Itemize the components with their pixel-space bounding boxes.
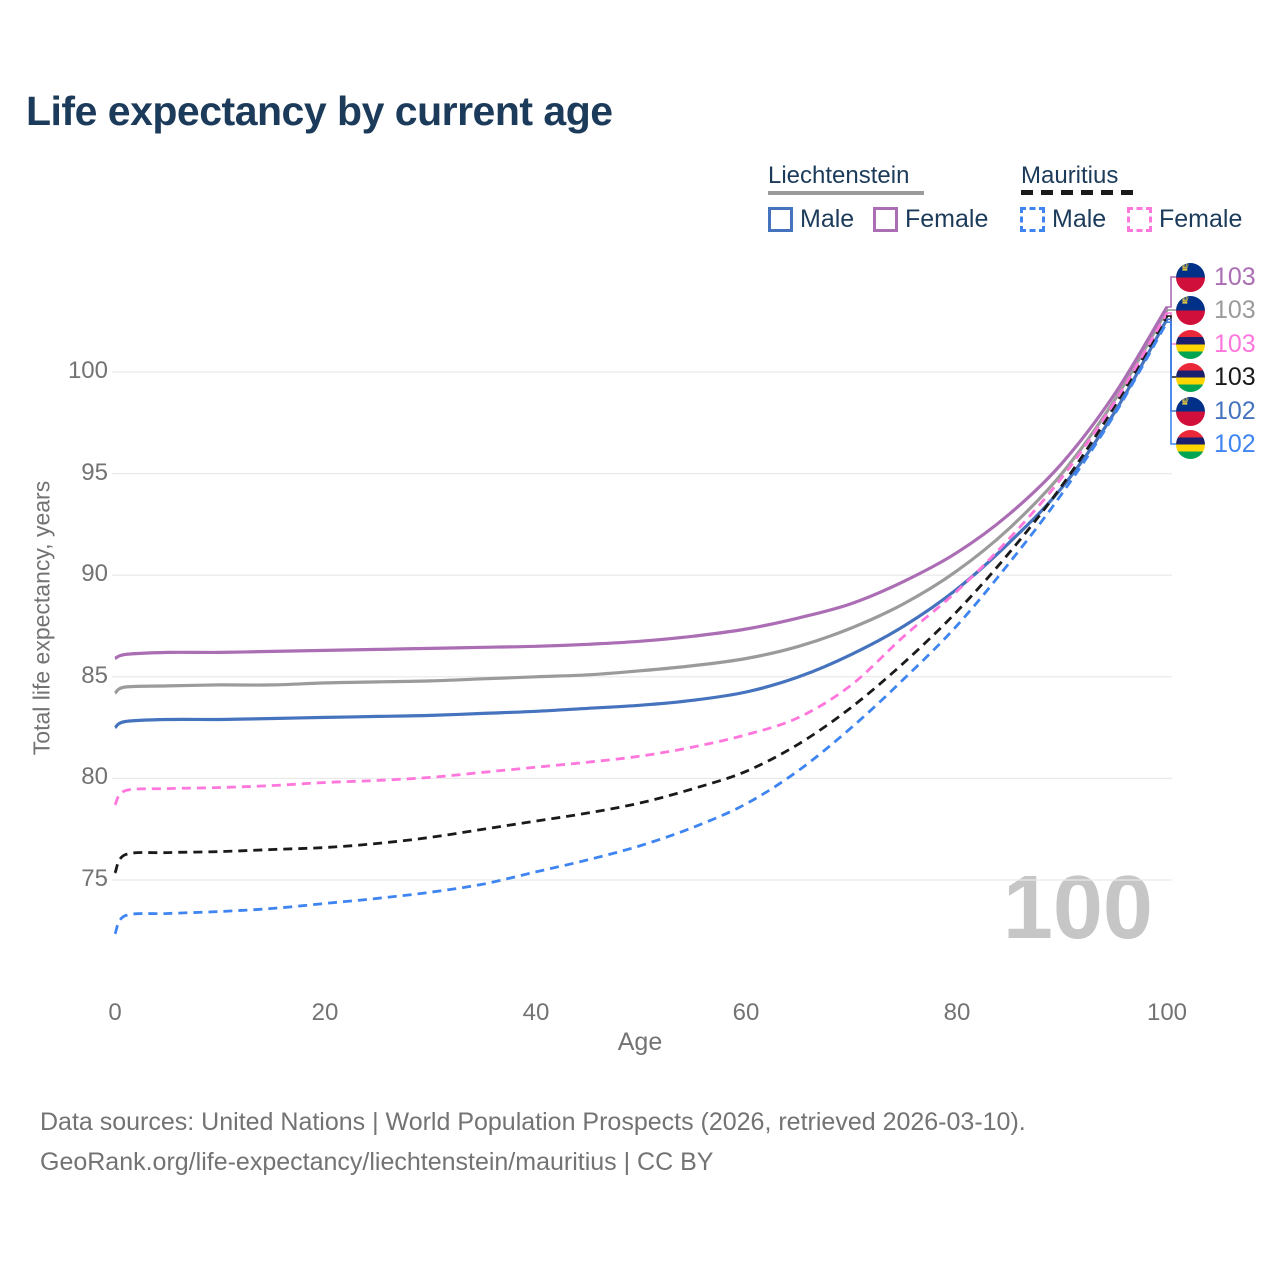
attribution-line: GeoRank.org/life-expectancy/liechtenstei… <box>40 1148 714 1176</box>
end-label-value-liechtenstein-male: 102 <box>1214 397 1256 425</box>
x-tick-label-0: 0 <box>108 999 122 1026</box>
legend-swatch-mauritius-female[interactable] <box>1127 207 1152 232</box>
age-counter-watermark: 100 <box>1002 858 1153 958</box>
x-axis-title: Age <box>617 1028 663 1056</box>
legend-swatch-liechtenstein-female[interactable] <box>873 207 898 232</box>
legend-group-liechtenstein-label: Liechtenstein <box>768 162 910 189</box>
x-tick-label-60: 60 <box>732 999 760 1026</box>
x-tick-label-100: 100 <box>1146 999 1188 1026</box>
legend-label-mauritius-female[interactable]: Female <box>1159 205 1243 233</box>
legend-swatch-mauritius-male[interactable] <box>1020 207 1045 232</box>
mauritius-both-line <box>113 315 1169 874</box>
legend-group-mauritius-label: Mauritius <box>1021 162 1119 189</box>
y-tick-label-90: 90 <box>81 560 108 587</box>
liechtenstein-flag-icon <box>1176 396 1205 426</box>
y-axis-title: Total life expectancy, years <box>28 480 55 756</box>
y-tick-label-100: 100 <box>67 357 108 384</box>
end-label-row-liechtenstein-both: 103 <box>1176 295 1280 325</box>
mauritius-male-line <box>113 321 1169 935</box>
x-tick-label-80: 80 <box>943 999 971 1026</box>
y-tick-label-95: 95 <box>81 459 108 486</box>
end-label-row-mauritius-female: 103 <box>1176 329 1280 359</box>
end-label-value-mauritius-male: 102 <box>1214 430 1256 458</box>
liechtenstein-flag-icon <box>1176 262 1205 292</box>
end-label-value-mauritius-both: 103 <box>1214 363 1256 391</box>
end-label-connector-mauritius-male <box>1166 321 1176 445</box>
legend-swatch-liechtenstein-male[interactable] <box>768 207 793 232</box>
y-tick-label-80: 80 <box>81 763 108 790</box>
y-tick-label-75: 75 <box>81 865 108 892</box>
end-label-row-mauritius-male: 102 <box>1176 429 1280 459</box>
y-tick-label-85: 85 <box>81 662 108 689</box>
end-label-value-mauritius-female: 103 <box>1214 330 1256 358</box>
liechtenstein-flag-icon <box>1176 295 1205 325</box>
end-label-row-liechtenstein-male: 102 <box>1176 396 1280 426</box>
liechtenstein-male-line <box>114 318 1169 729</box>
mauritius-flag-icon <box>1176 362 1205 392</box>
legend-label-liechtenstein-female[interactable]: Female <box>905 205 989 233</box>
x-tick-label-20: 20 <box>311 999 339 1026</box>
liechtenstein-both-line <box>113 309 1169 695</box>
data-source-line: Data sources: United Nations | World Pop… <box>40 1108 1026 1136</box>
legend-label-liechtenstein-male[interactable]: Male <box>800 205 855 233</box>
end-label-connector-liechtenstein-female <box>1166 276 1176 308</box>
x-tick-label-40: 40 <box>522 999 550 1026</box>
end-label-value-liechtenstein-female: 103 <box>1214 263 1256 291</box>
end-label-value-liechtenstein-both: 103 <box>1214 296 1256 324</box>
mauritius-female-line <box>113 312 1169 806</box>
legend-label-mauritius-male[interactable]: Male <box>1052 205 1107 233</box>
mauritius-flag-icon <box>1176 329 1205 359</box>
end-label-row-liechtenstein-female: 103 <box>1176 262 1280 292</box>
end-label-row-mauritius-both: 103 <box>1176 362 1280 392</box>
mauritius-flag-icon <box>1176 429 1205 459</box>
legend-mauritius-line-sample <box>1021 190 1133 195</box>
page-title: Life expectancy by current age <box>26 88 613 134</box>
legend-liechtenstein-line-sample <box>768 191 924 195</box>
liechtenstein-female-line <box>114 306 1169 660</box>
